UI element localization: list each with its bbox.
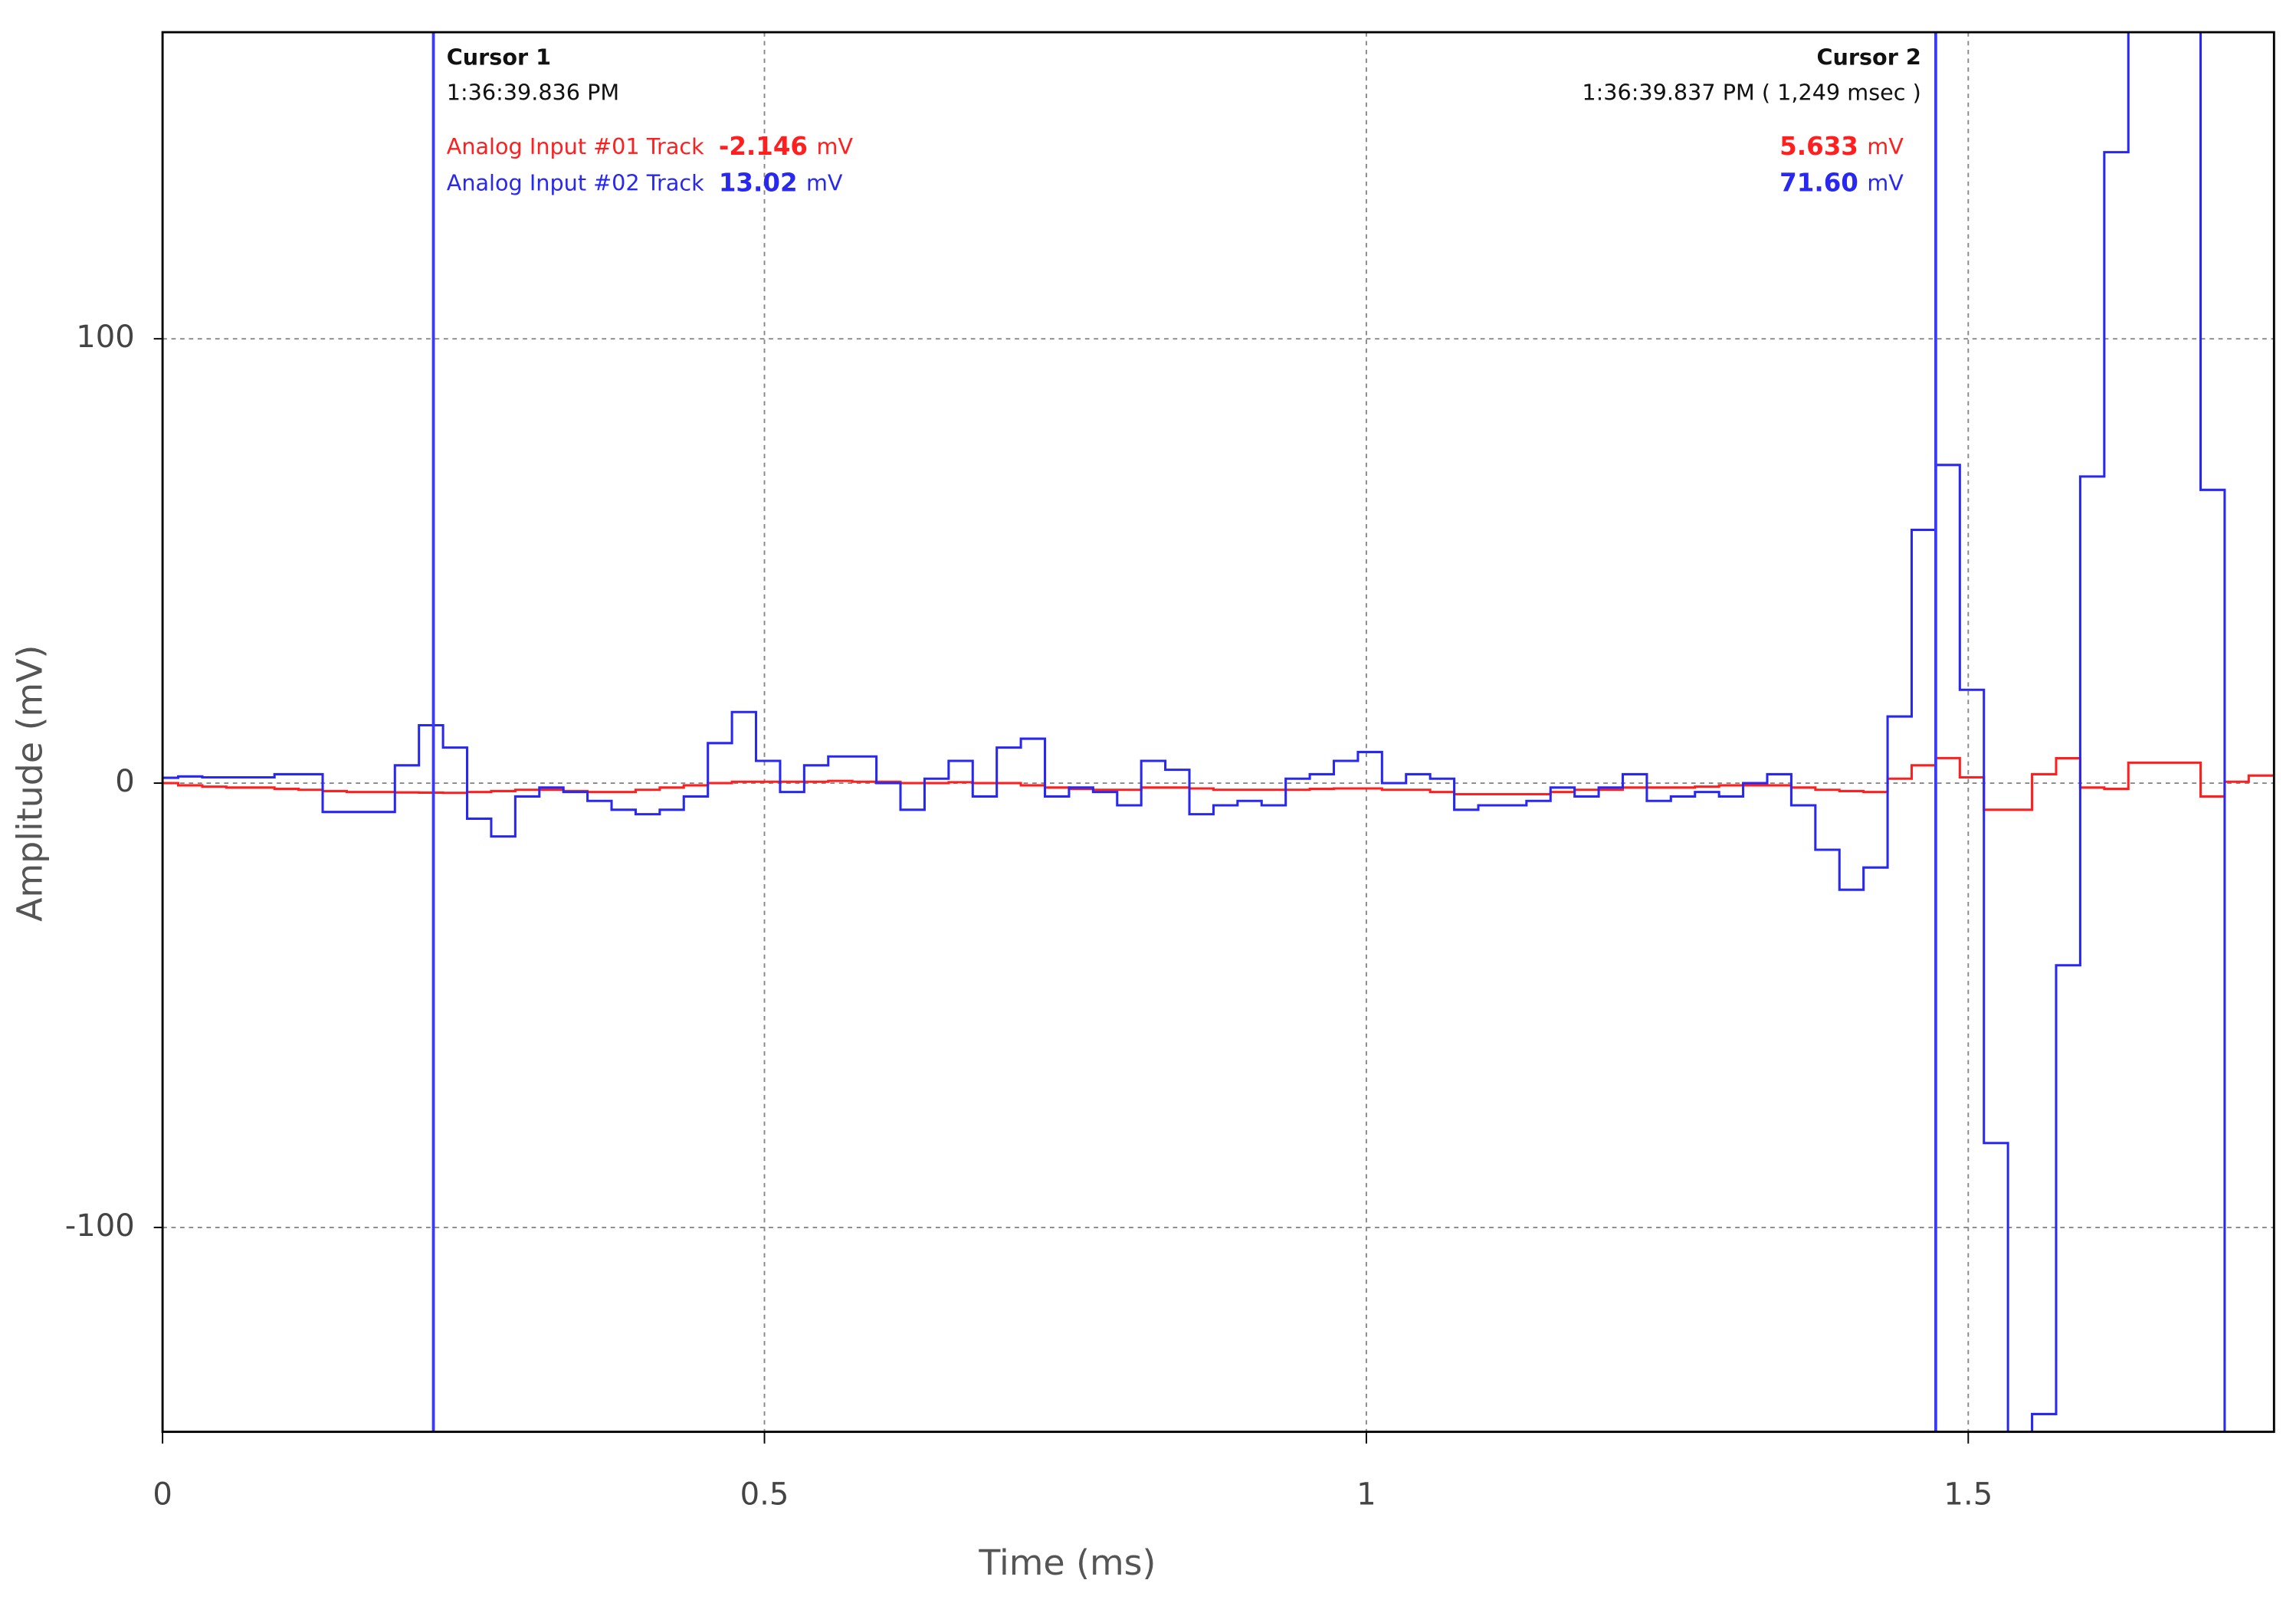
x-tick-label: 1.5 xyxy=(1943,1477,1993,1513)
y-tick-label: 100 xyxy=(76,320,135,355)
x-axis-title: Time (ms) xyxy=(978,1542,1156,1583)
cursor-value: 13.02 xyxy=(719,169,798,198)
x-tick-label: 0.5 xyxy=(740,1477,789,1513)
cursor-reading: 5.633 mV xyxy=(1779,132,1904,161)
plot-border xyxy=(161,31,2275,1434)
series-name: Analog Input #02 Track xyxy=(447,170,704,196)
cursor-time: 1:36:39.836 PM xyxy=(447,79,619,105)
cursor-value: -2.146 xyxy=(719,132,808,161)
unit: mV xyxy=(1867,133,1904,159)
unit: mV xyxy=(806,170,843,196)
cursor-label: Cursor 2 xyxy=(1816,44,1920,70)
series-name: Analog Input #01 Track xyxy=(447,133,704,159)
cursor-reading: Analog Input #02 Track 13.02 mV xyxy=(447,169,843,198)
cursor-reading: Analog Input #01 Track -2.146 mV xyxy=(447,132,854,161)
y-tick-label: 0 xyxy=(115,764,135,799)
cursor-reading: 71.60 mV xyxy=(1779,169,1904,198)
cursor-value: 5.633 xyxy=(1779,132,1858,161)
unit: mV xyxy=(1867,170,1904,196)
x-tick-label: 1 xyxy=(1356,1477,1376,1513)
x-tick-label: 0 xyxy=(153,1477,172,1513)
y-axis-title: Amplitude (mV) xyxy=(9,645,51,922)
cursor-label: Cursor 1 xyxy=(447,44,551,70)
cursor-value: 71.60 xyxy=(1779,169,1858,198)
y-tick-label: -100 xyxy=(65,1208,135,1244)
cursor-time: 1:36:39.837 PM ( 1,249 msec ) xyxy=(1582,79,1920,105)
unit: mV xyxy=(817,133,854,159)
plot-area xyxy=(162,32,2275,1432)
